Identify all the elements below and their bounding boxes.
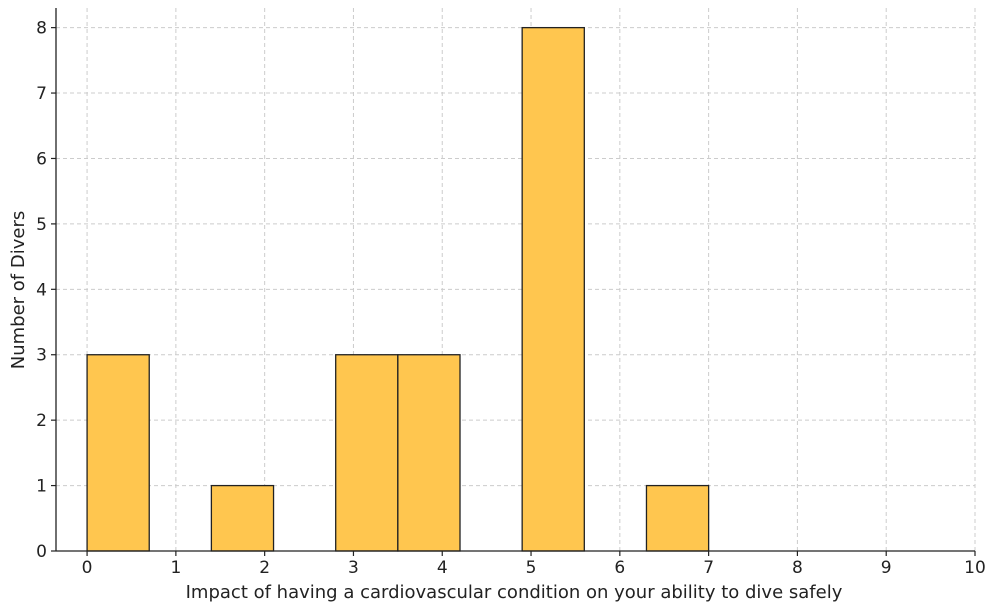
x-tick-label: 4 xyxy=(437,558,448,578)
histogram-bar xyxy=(210,484,275,552)
histogram-bars xyxy=(86,26,710,552)
histogram-bar xyxy=(645,484,710,552)
histogram-bar xyxy=(397,354,461,552)
y-tick-label: 3 xyxy=(36,346,47,366)
x-tick-label: 3 xyxy=(348,558,359,578)
histogram-bar xyxy=(335,354,399,552)
x-tick-label: 2 xyxy=(259,558,270,578)
x-tick-label: 7 xyxy=(703,558,714,578)
y-tick-label: 5 xyxy=(36,215,47,235)
y-tick-label: 7 xyxy=(36,84,47,104)
y-tick-label: 8 xyxy=(36,19,47,39)
x-tick-label: 6 xyxy=(614,558,625,578)
y-axis-title: Number of Divers xyxy=(8,211,29,369)
x-tick-label: 5 xyxy=(526,558,537,578)
x-tick-label: 9 xyxy=(881,558,892,578)
grid-lines xyxy=(56,8,976,552)
x-tick-label: 10 xyxy=(964,558,986,578)
x-axis-title: Impact of having a cardiovascular condit… xyxy=(186,582,843,602)
axes xyxy=(55,8,975,552)
tick-labels: 0 1 2 3 4 5 6 7 8 9 10 0 1 2 3 4 5 6 7 8 xyxy=(36,19,986,578)
y-tick-label: 0 xyxy=(36,542,47,562)
y-tick-label: 6 xyxy=(36,149,47,169)
x-tick-label: 0 xyxy=(82,558,93,578)
x-tick-label: 8 xyxy=(792,558,803,578)
histogram-bar xyxy=(86,354,150,552)
x-tick-label: 1 xyxy=(170,558,181,578)
y-tick-label: 2 xyxy=(36,411,47,431)
histogram-bar xyxy=(521,26,585,552)
y-tick-label: 4 xyxy=(36,280,47,300)
y-tick-label: 1 xyxy=(36,477,47,497)
